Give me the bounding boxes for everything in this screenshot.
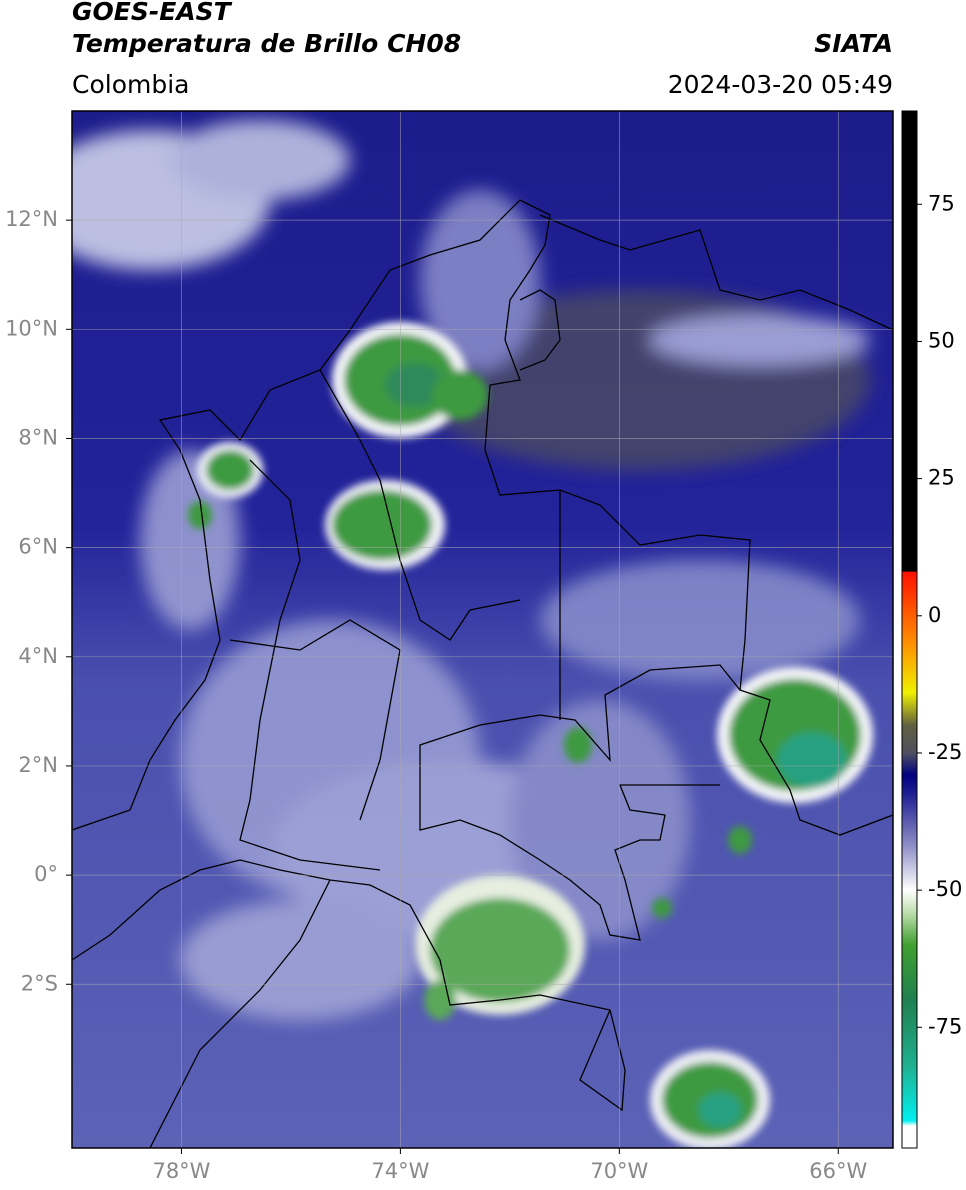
- lat-tick-label: 6°N: [18, 535, 58, 559]
- colorbar-tick-label: 75: [928, 191, 955, 215]
- lat-tick-label: 8°N: [18, 425, 58, 449]
- subtitle: Temperatura de Brillo CH08: [72, 29, 461, 58]
- lon-tick-label: 78°W: [152, 1159, 210, 1183]
- map-frame: [71, 110, 894, 1149]
- colorbar-tick-label: 25: [928, 466, 955, 490]
- lon-tick-label: 70°W: [590, 1159, 648, 1183]
- colorbar-tick-label: 0: [928, 603, 941, 627]
- lat-tick-label: 10°N: [5, 316, 58, 340]
- lat-tick-label: 2°N: [18, 753, 58, 777]
- lat-tick-label: 0°: [34, 862, 58, 886]
- title: GOES-EAST: [72, 0, 233, 26]
- colorbar-tick-label: -50: [928, 877, 962, 901]
- imagery: [72, 111, 893, 1148]
- colorbar-tick-label: -25: [928, 740, 962, 764]
- lon-tick-label: 74°W: [371, 1159, 429, 1183]
- lat-tick-label: 12°N: [5, 207, 58, 231]
- lat-tick-label: 2°S: [21, 971, 58, 995]
- colorbar-tick-label: -75: [928, 1014, 962, 1038]
- source: SIATA: [814, 29, 893, 58]
- lon-tick-label: 66°W: [809, 1159, 867, 1183]
- region: Colombia: [72, 70, 189, 99]
- datetime: 2024-03-20 05:49: [668, 70, 893, 99]
- colorbar: [901, 110, 918, 1149]
- lat-tick-label: 4°N: [18, 644, 58, 668]
- colorbar-tick-label: 50: [928, 328, 955, 352]
